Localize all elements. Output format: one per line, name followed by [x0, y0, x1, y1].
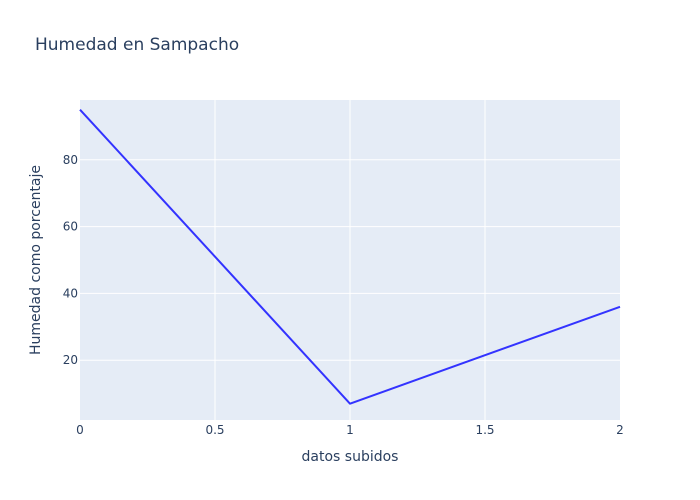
x-tick-labels: 0 0.5 1 1.5 2: [76, 423, 624, 437]
x-tick-label: 0: [76, 423, 84, 437]
x-tick-label: 2: [616, 423, 624, 437]
x-axis-title: datos subidos: [302, 449, 399, 465]
x-tick-label: 0.5: [205, 423, 224, 437]
y-tick-labels: 20 40 60 80: [63, 153, 78, 367]
gridlines: [80, 100, 620, 420]
series-group: [79, 108, 621, 405]
y-tick-label: 20: [63, 353, 78, 367]
x-tick-label: 1: [346, 423, 354, 437]
y-tick-label: 80: [63, 153, 78, 167]
y-tick-label: 40: [63, 286, 78, 300]
x-tick-label: 1.5: [475, 423, 494, 437]
y-tick-label: 60: [63, 220, 78, 234]
chart-title: Humedad en Sampacho: [35, 35, 239, 55]
y-axis-title: Humedad como porcentaje: [28, 165, 44, 355]
series-line: [79, 108, 621, 405]
